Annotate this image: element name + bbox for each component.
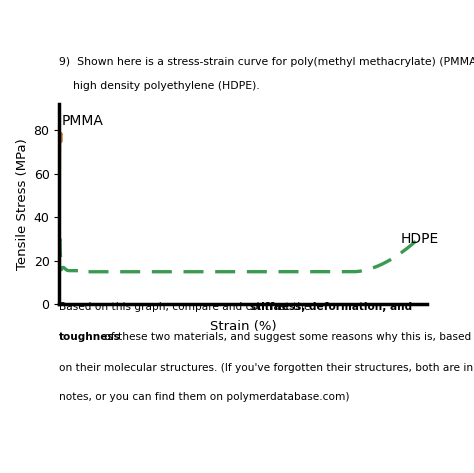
Y-axis label: Tensile Stress (MPa): Tensile Stress (MPa) — [17, 139, 29, 270]
Text: high density polyethylene (HDPE).: high density polyethylene (HDPE). — [59, 81, 260, 91]
Text: 9)  Shown here is a stress-strain curve for poly(methyl methacrylate) (PMMA) and: 9) Shown here is a stress-strain curve f… — [59, 57, 474, 67]
Text: stiffness, deformation, and: stiffness, deformation, and — [249, 302, 411, 312]
Text: toughness: toughness — [59, 333, 121, 342]
X-axis label: Strain (%): Strain (%) — [210, 320, 276, 333]
Text: of these two materials, and suggest some reasons why this is, based: of these two materials, and suggest some… — [101, 333, 471, 342]
Text: Based on this graph, compare and contrast the: Based on this graph, compare and contras… — [59, 302, 314, 312]
Text: HDPE: HDPE — [401, 232, 439, 246]
Text: PMMA: PMMA — [62, 114, 103, 128]
Text: on their molecular structures. (If you've forgotten their structures, both are i: on their molecular structures. (If you'v… — [59, 363, 474, 373]
Text: notes, or you can find them on polymerdatabase.com): notes, or you can find them on polymerda… — [59, 392, 350, 402]
